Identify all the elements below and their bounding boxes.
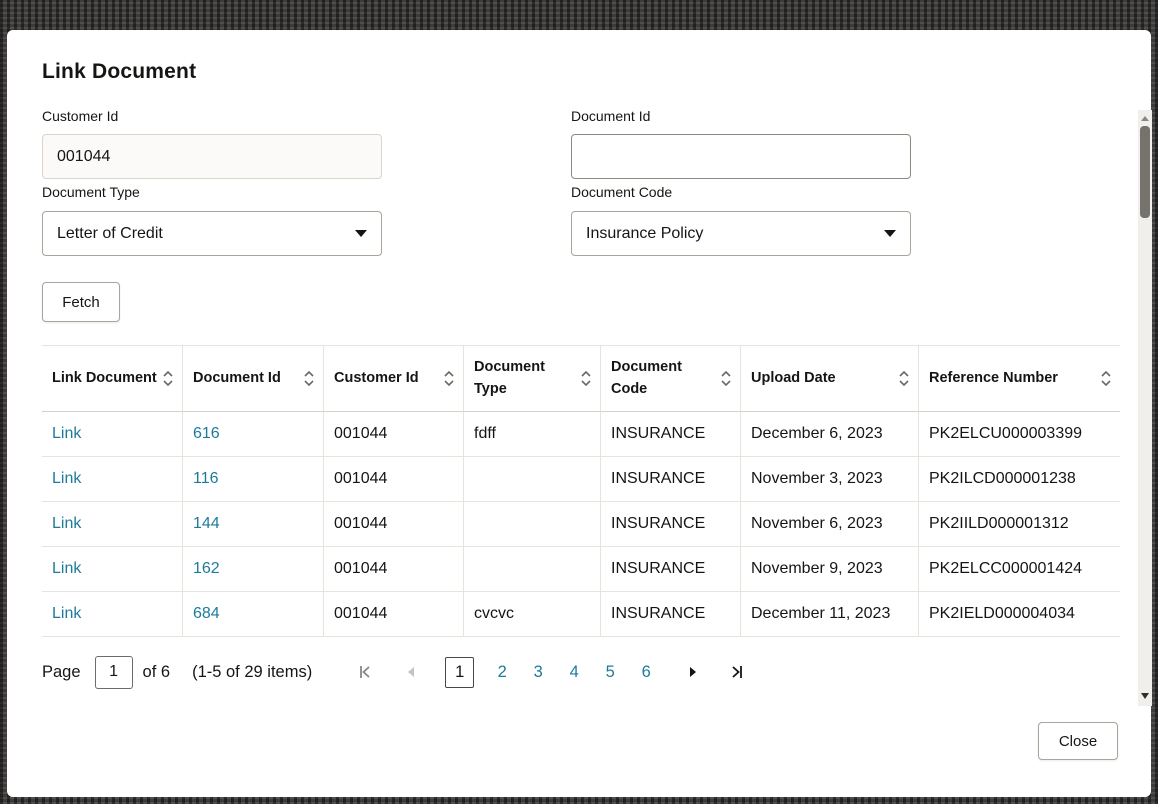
column-header-document-code[interactable]: Document Code xyxy=(601,345,741,412)
document-code-cell: INSURANCE xyxy=(601,412,741,457)
column-header-customer-id[interactable]: Customer Id xyxy=(324,345,464,412)
link-action-link[interactable]: Link xyxy=(42,502,183,547)
upload-date-cell: December 11, 2023 xyxy=(741,592,919,637)
document-code-cell: INSURANCE xyxy=(601,502,741,547)
chevron-down-icon xyxy=(355,230,367,237)
customer-id-field[interactable] xyxy=(42,134,382,179)
document-id-link[interactable]: 144 xyxy=(183,502,324,547)
scrollbar-thumb[interactable] xyxy=(1140,126,1150,218)
document-id-link[interactable]: 116 xyxy=(183,457,324,502)
page-number-link[interactable]: 6 xyxy=(641,662,651,681)
last-page-icon[interactable] xyxy=(722,659,752,685)
sort-icon[interactable] xyxy=(443,369,455,388)
page-number-link[interactable]: 2 xyxy=(497,662,507,681)
document-type-cell: fdff xyxy=(464,412,601,457)
link-action-link[interactable]: Link xyxy=(42,412,183,457)
link-action-link[interactable]: Link xyxy=(42,547,183,592)
pagination-bar: Page of 6 (1-5 of 29 items) 1 2 3 4 5 6 xyxy=(42,650,1120,694)
customer-id-cell: 001044 xyxy=(324,412,464,457)
page-number-input[interactable] xyxy=(94,655,133,689)
column-header-upload-date[interactable]: Upload Date xyxy=(741,345,919,412)
items-summary: (1-5 of 29 items) xyxy=(192,662,313,681)
document-code-cell: INSURANCE xyxy=(601,547,741,592)
column-header-document-type[interactable]: Document Type xyxy=(464,345,601,412)
link-document-dialog: Link Document Customer Id Document Id Do… xyxy=(7,30,1151,797)
page-number-current[interactable]: 1 xyxy=(445,656,475,688)
customer-id-cell: 001044 xyxy=(324,457,464,502)
close-button[interactable]: Close xyxy=(1038,722,1118,760)
sort-icon[interactable] xyxy=(303,369,315,388)
document-id-label: Document Id xyxy=(571,108,651,124)
first-page-icon[interactable] xyxy=(350,659,380,685)
page-count-label: of 6 xyxy=(142,662,171,681)
document-code-label: Document Code xyxy=(571,184,673,200)
upload-date-cell: December 6, 2023 xyxy=(741,412,919,457)
reference-number-cell: PK2ELCC000001424 xyxy=(919,547,1120,592)
document-code-select[interactable]: Insurance Policy xyxy=(571,211,911,256)
document-id-link[interactable]: 684 xyxy=(183,592,324,637)
upload-date-cell: November 3, 2023 xyxy=(741,457,919,502)
sort-icon[interactable] xyxy=(898,369,910,388)
vertical-scrollbar[interactable] xyxy=(1138,110,1152,706)
customer-id-label: Customer Id xyxy=(42,108,119,124)
chevron-down-icon xyxy=(884,230,896,237)
column-header-link-document[interactable]: Link Document xyxy=(42,345,183,412)
document-id-field[interactable] xyxy=(571,134,911,179)
document-type-cell xyxy=(464,502,601,547)
document-code-selected-value: Insurance Policy xyxy=(586,224,704,242)
reference-number-cell: PK2ELCU000003399 xyxy=(919,412,1120,457)
page-title: Link Document xyxy=(42,60,197,83)
page-label: Page xyxy=(42,662,81,681)
previous-page-icon[interactable] xyxy=(398,661,424,683)
scroll-down-icon[interactable] xyxy=(1138,689,1152,703)
sort-icon[interactable] xyxy=(580,369,592,388)
sort-icon[interactable] xyxy=(1100,369,1112,388)
link-action-link[interactable]: Link xyxy=(42,457,183,502)
next-page-icon[interactable] xyxy=(680,661,706,683)
sort-icon[interactable] xyxy=(720,369,732,388)
document-type-selected-value: Letter of Credit xyxy=(57,224,163,242)
document-type-cell xyxy=(464,457,601,502)
link-action-link[interactable]: Link xyxy=(42,592,183,637)
documents-table: Link Document Document Id Customer Id Do… xyxy=(42,345,1120,637)
reference-number-cell: PK2IELD000004034 xyxy=(919,592,1120,637)
page-number-link[interactable]: 3 xyxy=(533,662,543,681)
reference-number-cell: PK2ILCD000001238 xyxy=(919,457,1120,502)
document-code-cell: INSURANCE xyxy=(601,592,741,637)
upload-date-cell: November 9, 2023 xyxy=(741,547,919,592)
scroll-up-icon[interactable] xyxy=(1138,111,1152,125)
upload-date-cell: November 6, 2023 xyxy=(741,502,919,547)
document-code-cell: INSURANCE xyxy=(601,457,741,502)
sort-icon[interactable] xyxy=(162,369,174,388)
document-type-cell xyxy=(464,547,601,592)
page-number-link[interactable]: 4 xyxy=(569,662,579,681)
page-number-link[interactable]: 5 xyxy=(605,662,615,681)
customer-id-cell: 001044 xyxy=(324,547,464,592)
fetch-button[interactable]: Fetch xyxy=(42,282,120,322)
document-id-link[interactable]: 616 xyxy=(183,412,324,457)
customer-id-cell: 001044 xyxy=(324,592,464,637)
document-id-link[interactable]: 162 xyxy=(183,547,324,592)
column-header-document-id[interactable]: Document Id xyxy=(183,345,324,412)
document-type-cell: cvcvc xyxy=(464,592,601,637)
customer-id-cell: 001044 xyxy=(324,502,464,547)
column-header-reference-number[interactable]: Reference Number xyxy=(919,345,1120,412)
document-type-select[interactable]: Letter of Credit xyxy=(42,211,382,256)
reference-number-cell: PK2IILD000001312 xyxy=(919,502,1120,547)
pager-controls: 1 2 3 4 5 6 xyxy=(350,656,752,688)
document-type-label: Document Type xyxy=(42,184,140,200)
